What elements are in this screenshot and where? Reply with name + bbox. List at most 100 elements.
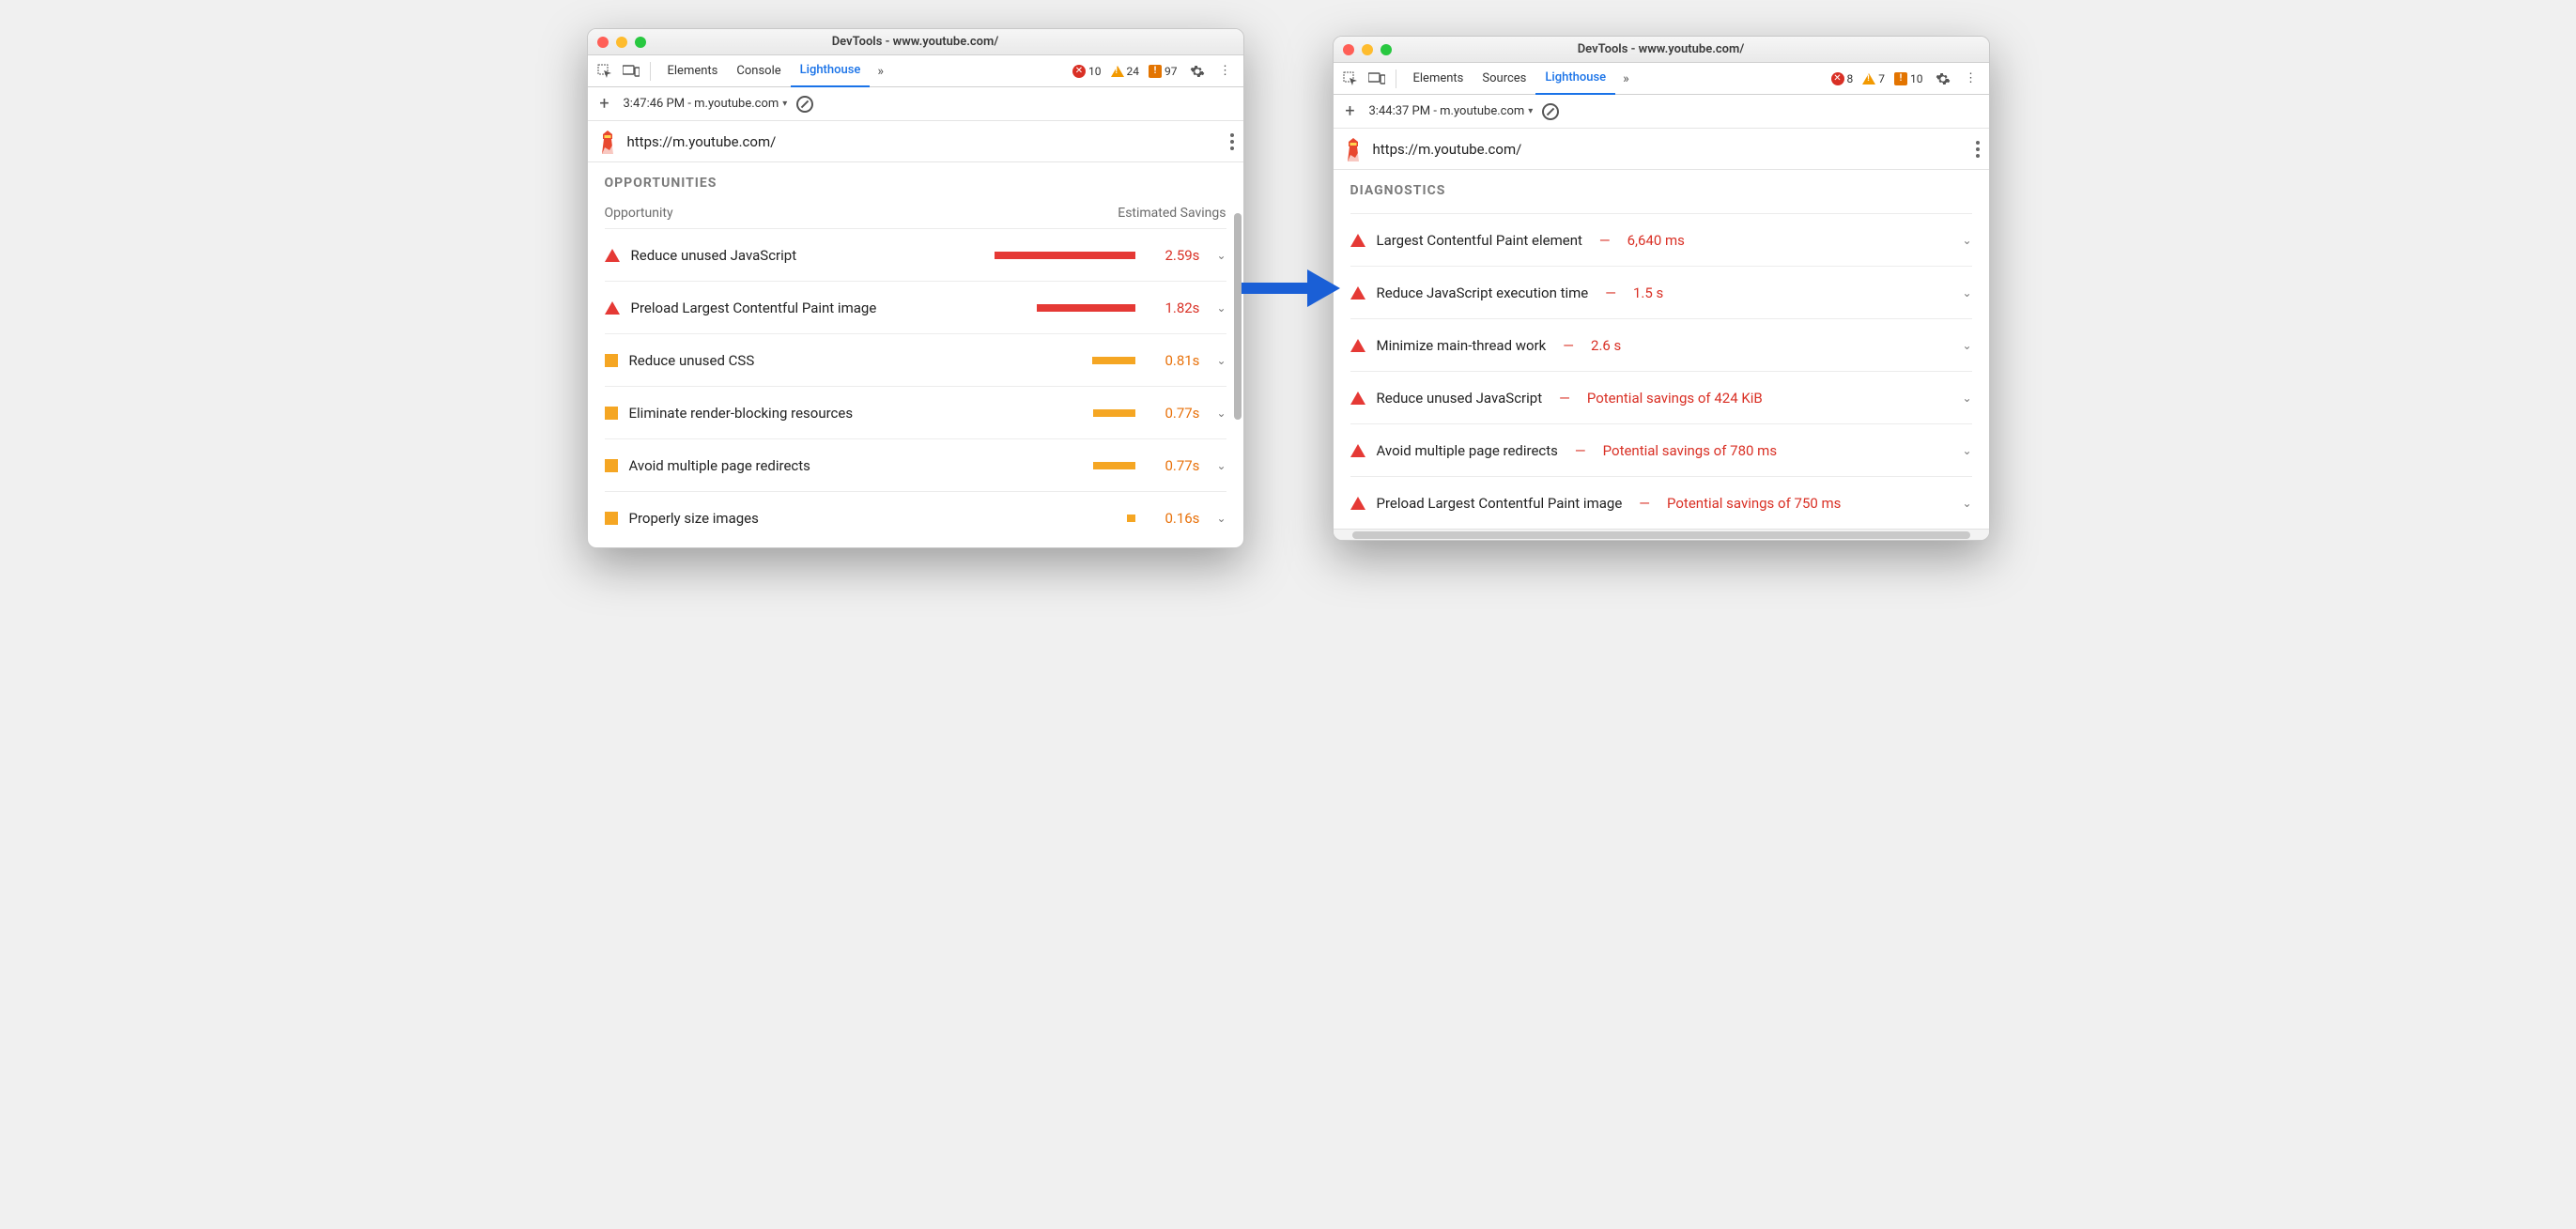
report-selector[interactable]: 3:44:37 PM - m.youtube.com xyxy=(1369,104,1534,118)
clear-icon[interactable] xyxy=(796,96,813,113)
diagnostic-label: Reduce unused JavaScript xyxy=(1377,390,1543,407)
diagnostic-value: Potential savings of 424 KiB xyxy=(1587,390,1763,407)
clear-icon[interactable] xyxy=(1542,103,1559,120)
opportunity-row[interactable]: Preload Largest Contentful Paint image1.… xyxy=(605,281,1226,333)
opportunity-row[interactable]: Reduce unused JavaScript2.59s⌄ xyxy=(605,228,1226,281)
diagnostic-row[interactable]: Reduce JavaScript execution time—1.5 s⌄ xyxy=(1350,266,1972,318)
diagnostic-row[interactable]: Preload Largest Contentful Paint image—P… xyxy=(1350,476,1972,529)
opportunity-row[interactable]: Properly size images0.16s⌄ xyxy=(605,491,1226,544)
device-icon[interactable] xyxy=(620,60,642,83)
chevron-down-icon[interactable]: ⌄ xyxy=(1211,512,1226,525)
report-url: https://m.youtube.com/ xyxy=(1373,141,1522,158)
devtools-toolbar: ElementsSourcesLighthouse » ✕8 7 !10 ⋮ xyxy=(1334,63,1989,95)
scrollbar-thumb[interactable] xyxy=(1234,213,1242,420)
section-heading: OPPORTUNITIES xyxy=(605,176,1226,191)
savings-value: 0.77s xyxy=(1147,457,1199,474)
arrow-icon xyxy=(1237,265,1340,312)
report-menu-icon[interactable] xyxy=(1230,133,1234,150)
tab-sources[interactable]: Sources xyxy=(1473,63,1535,95)
devtools-window-left: DevTools - www.youtube.com/ ElementsCons… xyxy=(587,28,1244,548)
triangle-icon xyxy=(1350,392,1365,405)
tab-lighthouse[interactable]: Lighthouse xyxy=(1535,63,1615,95)
dash: — xyxy=(1569,442,1592,459)
gear-icon[interactable] xyxy=(1931,67,1955,91)
panel-tabs: ElementsSourcesLighthouse xyxy=(1404,63,1616,95)
triangle-icon xyxy=(1350,234,1365,247)
new-report-icon[interactable]: + xyxy=(1341,101,1360,121)
diagnostic-row[interactable]: Avoid multiple page redirects—Potential … xyxy=(1350,423,1972,476)
more-tabs-icon[interactable]: » xyxy=(1619,71,1633,86)
diagnostic-row[interactable]: Minimize main-thread work—2.6 s⌄ xyxy=(1350,318,1972,371)
triangle-icon xyxy=(1350,286,1365,300)
chevron-down-icon[interactable]: ⌄ xyxy=(1956,392,1971,405)
lighthouse-subbar: + 3:47:46 PM - m.youtube.com xyxy=(588,87,1243,121)
more-tabs-icon[interactable]: » xyxy=(873,64,887,79)
chevron-down-icon[interactable]: ⌄ xyxy=(1956,234,1971,247)
chevron-down-icon[interactable]: ⌄ xyxy=(1956,444,1971,457)
issue-counts[interactable]: ✕8 7 !10 xyxy=(1828,72,1927,85)
error-count[interactable]: ✕8 xyxy=(1828,72,1858,85)
device-icon[interactable] xyxy=(1365,68,1388,90)
opportunity-label: Avoid multiple page redirects xyxy=(629,457,810,474)
minimize-dot[interactable] xyxy=(1362,44,1373,55)
diagnostic-row[interactable]: Largest Contentful Paint element—6,640 m… xyxy=(1350,213,1972,266)
info-count[interactable]: !97 xyxy=(1145,65,1181,78)
dash: — xyxy=(1557,337,1580,354)
zoom-dot[interactable] xyxy=(635,37,646,48)
triangle-icon xyxy=(605,249,620,262)
diagnostic-value: Potential savings of 780 ms xyxy=(1603,442,1777,459)
gear-icon[interactable] xyxy=(1185,59,1210,84)
minimize-dot[interactable] xyxy=(616,37,627,48)
warning-count[interactable]: 7 xyxy=(1859,72,1889,85)
diagnostic-label: Reduce JavaScript execution time xyxy=(1377,284,1589,301)
col-opportunity: Opportunity xyxy=(605,206,673,221)
devtools-toolbar: ElementsConsoleLighthouse » ✕10 24 !97 ⋮ xyxy=(588,55,1243,87)
kebab-icon[interactable]: ⋮ xyxy=(1213,59,1238,84)
dash: — xyxy=(1594,232,1616,249)
report-selector[interactable]: 3:47:46 PM - m.youtube.com xyxy=(624,97,788,111)
dash: — xyxy=(1553,390,1576,407)
close-dot[interactable] xyxy=(597,37,609,48)
savings-bar xyxy=(1092,357,1136,364)
panel-tabs: ElementsConsoleLighthouse xyxy=(658,55,871,87)
issue-counts[interactable]: ✕10 24 !97 xyxy=(1069,65,1181,78)
chevron-down-icon[interactable]: ⌄ xyxy=(1211,249,1226,262)
tab-elements[interactable]: Elements xyxy=(1404,63,1473,95)
chevron-down-icon[interactable]: ⌄ xyxy=(1956,497,1971,510)
report-body: DIAGNOSTICS Largest Contentful Paint ele… xyxy=(1334,170,1989,529)
savings-bar xyxy=(1127,515,1135,522)
report-body: OPPORTUNITIES Opportunity Estimated Savi… xyxy=(588,162,1243,547)
zoom-dot[interactable] xyxy=(1381,44,1392,55)
opportunity-row[interactable]: Avoid multiple page redirects 0.77s ⌄ xyxy=(605,438,1226,491)
tab-elements[interactable]: Elements xyxy=(658,55,728,87)
opportunity-row[interactable]: Reduce unused CSS0.81s⌄ xyxy=(605,333,1226,386)
tab-console[interactable]: Console xyxy=(727,55,790,87)
opportunity-label: Eliminate render-blocking resources xyxy=(629,405,854,422)
info-count[interactable]: !10 xyxy=(1890,72,1927,85)
close-dot[interactable] xyxy=(1343,44,1354,55)
tab-lighthouse[interactable]: Lighthouse xyxy=(791,55,871,87)
triangle-icon xyxy=(605,301,620,315)
chevron-down-icon[interactable]: ⌄ xyxy=(1211,301,1226,315)
dash: — xyxy=(1599,284,1622,301)
triangle-icon xyxy=(1350,339,1365,352)
inspect-icon[interactable] xyxy=(1339,68,1362,90)
chevron-down-icon[interactable]: ⌄ xyxy=(1956,339,1971,352)
report-menu-icon[interactable] xyxy=(1976,141,1980,158)
chevron-down-icon[interactable]: ⌄ xyxy=(1211,459,1226,472)
square-icon xyxy=(605,459,618,472)
horizontal-scrollbar[interactable] xyxy=(1334,529,1989,540)
diagnostic-row[interactable]: Reduce unused JavaScript — Potential savin… xyxy=(1350,371,1972,423)
chevron-down-icon[interactable]: ⌄ xyxy=(1211,354,1226,367)
section-heading: DIAGNOSTICS xyxy=(1350,183,1972,198)
window-title: DevTools - www.youtube.com/ xyxy=(588,35,1243,49)
chevron-down-icon[interactable]: ⌄ xyxy=(1956,286,1971,300)
new-report-icon[interactable]: + xyxy=(595,94,614,114)
error-count[interactable]: ✕10 xyxy=(1069,65,1105,78)
inspect-icon[interactable] xyxy=(594,60,616,83)
warning-count[interactable]: 24 xyxy=(1107,65,1144,78)
kebab-icon[interactable]: ⋮ xyxy=(1959,67,1983,91)
opportunity-row[interactable]: Eliminate render-blocking resources0.77s… xyxy=(605,386,1226,438)
diagnostic-label: Minimize main-thread work xyxy=(1377,337,1547,354)
chevron-down-icon[interactable]: ⌄ xyxy=(1211,407,1226,420)
